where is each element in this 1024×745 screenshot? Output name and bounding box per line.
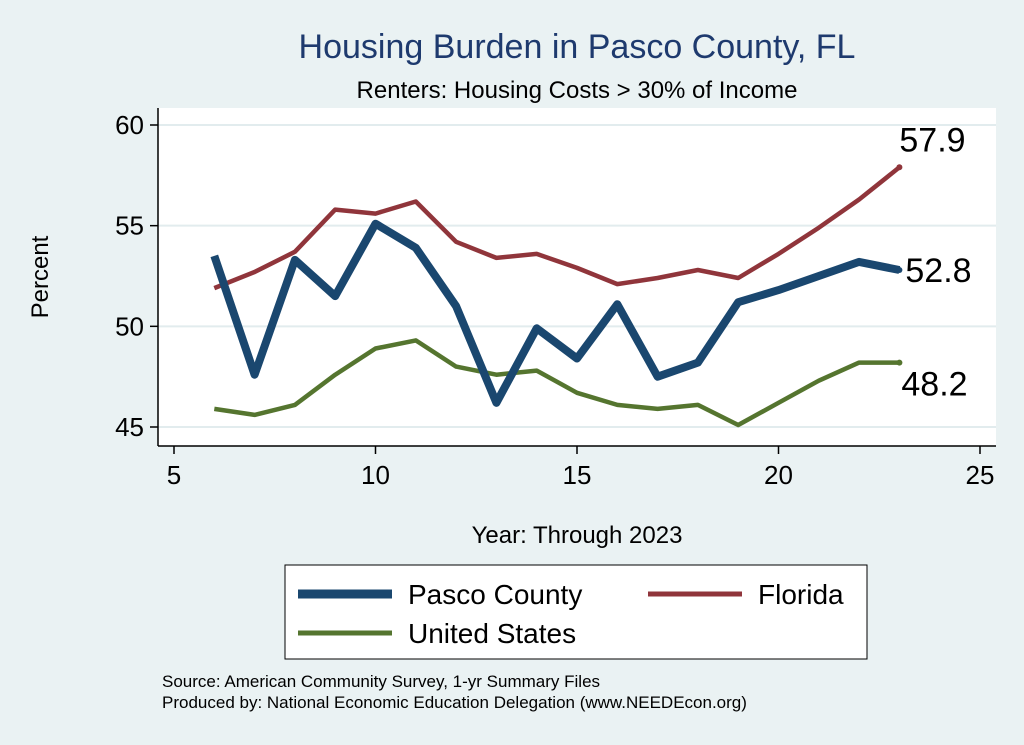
- legend-label-pasco-county: Pasco County: [408, 579, 582, 610]
- axis-layer: 45 50 55 60 5 10 15 20 25: [115, 108, 996, 490]
- y-tick-label-45: 45: [115, 412, 144, 442]
- end-label-united-states: 48.2: [901, 366, 967, 404]
- end-label-pasco-county: 52.8: [905, 252, 971, 290]
- series-endpoint-united-states: [896, 359, 903, 366]
- legend: Pasco County Florida United States: [284, 564, 868, 660]
- series-endpoint-florida: [896, 164, 903, 171]
- chart-subtitle: Renters: Housing Costs > 30% of Income: [357, 77, 798, 104]
- series-line-florida: [213, 165, 901, 291]
- series-line-pasco-county: [210, 219, 901, 407]
- x-tick-label-10: 10: [361, 460, 390, 490]
- x-axis-title: Year: Through 2023: [472, 522, 683, 549]
- end-label-florida: 57.9: [899, 121, 965, 159]
- x-tick-label-25: 25: [966, 460, 995, 490]
- producer-note: Produced by: National Economic Education…: [162, 693, 747, 712]
- legend-box: [284, 564, 868, 660]
- legend-label-united-states: United States: [408, 618, 576, 649]
- y-tick-label-55: 55: [115, 211, 144, 241]
- source-note: Source: American Community Survey, 1-yr …: [162, 672, 600, 691]
- y-tick-label-50: 50: [115, 311, 144, 341]
- plot-area: [158, 108, 996, 446]
- x-tick-label-5: 5: [167, 460, 181, 490]
- series-line-united-states: [213, 338, 900, 428]
- y-tick-label-60: 60: [115, 110, 144, 140]
- legend-label-florida: Florida: [758, 579, 844, 610]
- x-tick-label-20: 20: [764, 460, 793, 490]
- chart-title: Housing Burden in Pasco County, FL: [299, 28, 856, 66]
- series-endpoint-pasco-county: [896, 266, 903, 273]
- series-layer: [210, 164, 903, 428]
- x-tick-label-15: 15: [563, 460, 592, 490]
- y-axis-title: Percent: [27, 235, 54, 318]
- grid-layer: [158, 124, 996, 428]
- label-layer: 52.8 57.9 48.2: [899, 121, 971, 403]
